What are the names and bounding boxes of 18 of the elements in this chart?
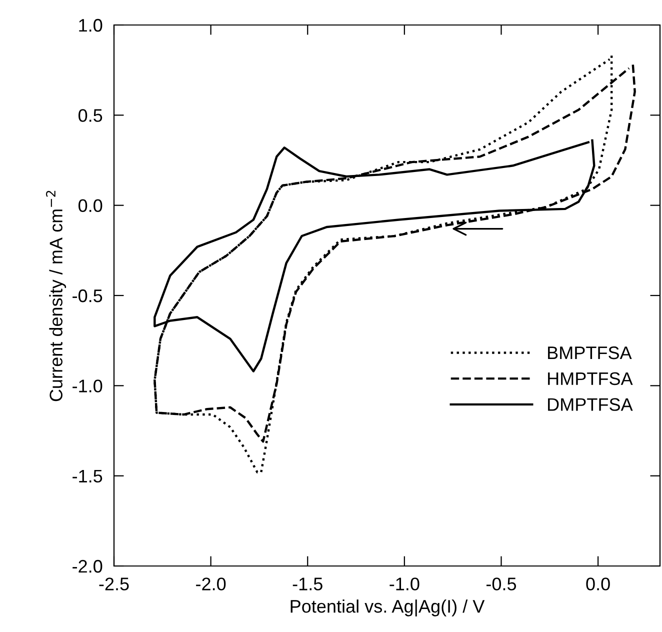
y-tick-label: -2.0 — [72, 560, 102, 573]
x-tick-label: -2.0 — [196, 578, 226, 590]
x-tick-label: -1.0 — [390, 578, 420, 590]
legend-label: HMPTFSA — [548, 372, 633, 386]
x-axis-title: Potential vs. Ag|Ag(I) / V — [290, 600, 485, 616]
x-tick-label: -0.5 — [486, 578, 516, 590]
y-axis-title: Current density / mA cm$^{−2}$ — [46, 190, 66, 402]
x-tick-label: -2.5 — [99, 578, 129, 590]
y-tick-label: 0.0 — [78, 199, 102, 212]
x-tick-label: -1.5 — [292, 578, 322, 590]
x-tick-label: 0.0 — [586, 578, 610, 590]
y-tick-label: 1.0 — [79, 18, 102, 32]
y-tick-label: -1.5 — [72, 470, 102, 483]
y-tick-label: -1.0 — [72, 380, 102, 392]
legend-label: DMPTFSA — [548, 398, 633, 411]
y-tick-label: -0.5 — [72, 289, 102, 302]
y-tick-label: 0.5 — [78, 109, 102, 122]
legend-label: BMPTFSA — [548, 346, 632, 360]
